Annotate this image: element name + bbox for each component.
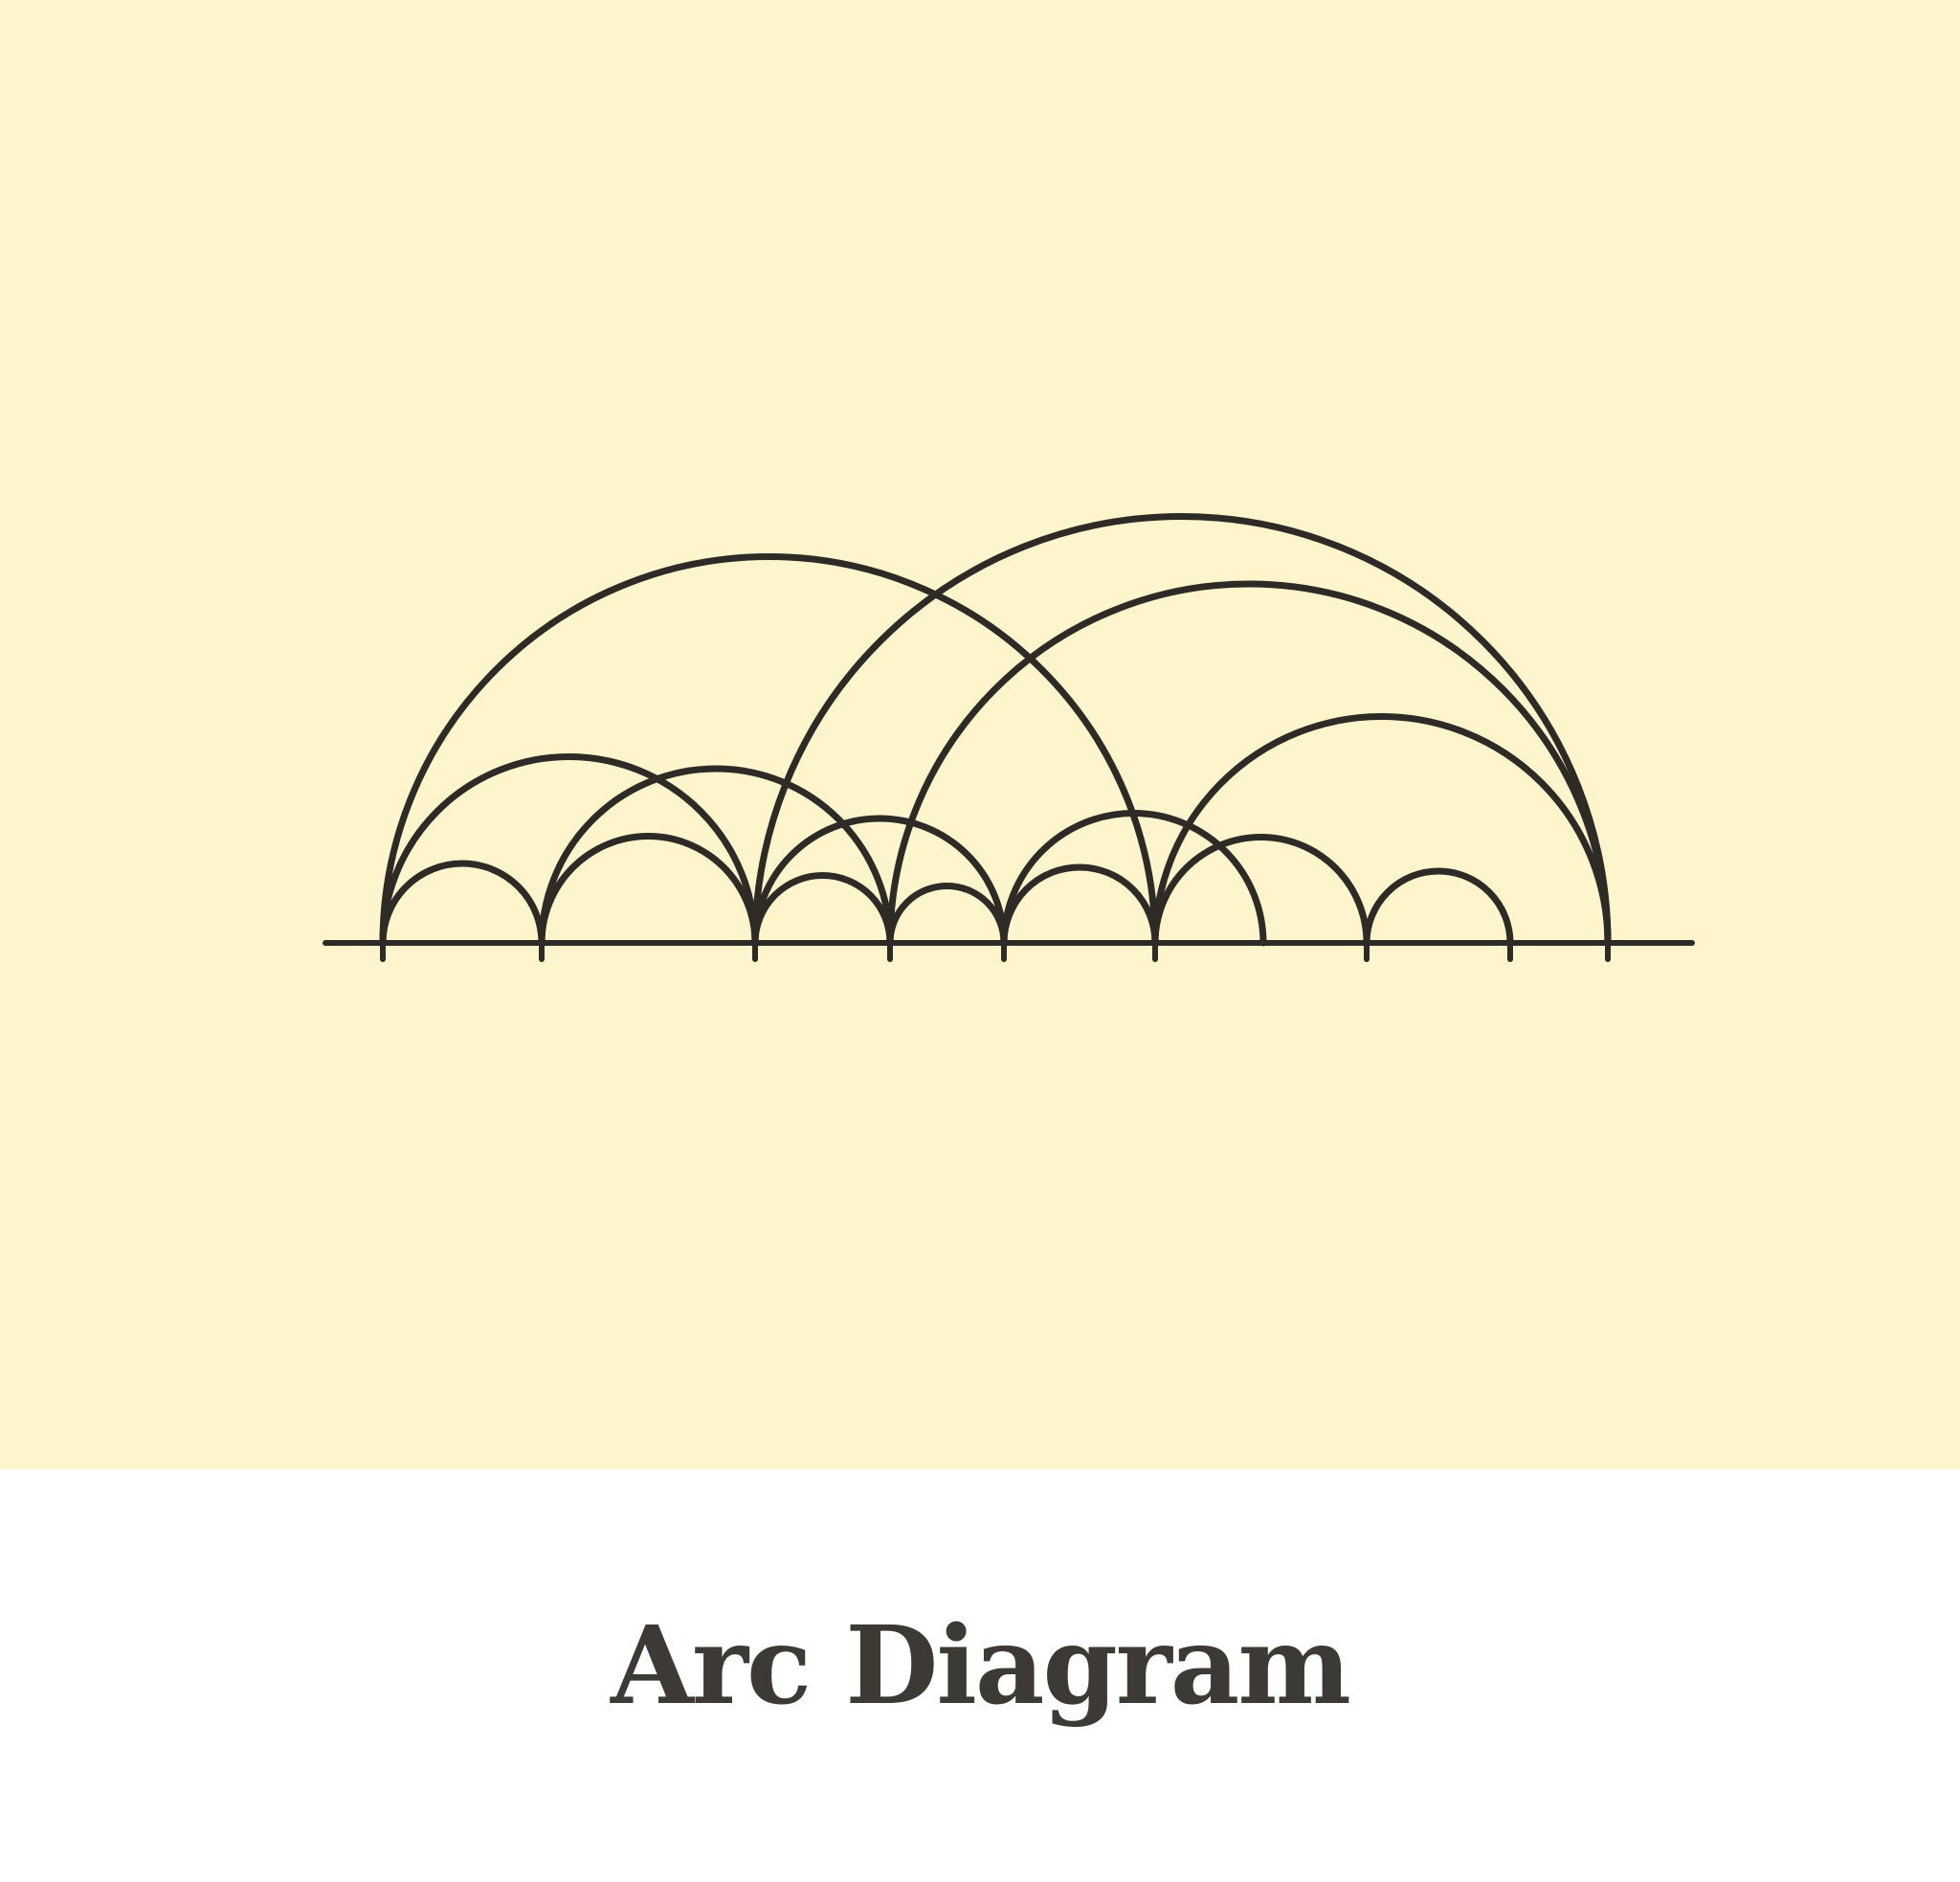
arc-2-3 bbox=[538, 833, 759, 947]
arc-3-5 bbox=[751, 815, 1008, 947]
arc-layer bbox=[379, 513, 1612, 947]
arc-5-7 bbox=[1000, 810, 1267, 947]
caption-panel: Arc Diagram bbox=[0, 1469, 1960, 1882]
arc-3-10 bbox=[751, 513, 1612, 947]
arc-3-4 bbox=[751, 872, 894, 947]
arc-5-6 bbox=[1000, 863, 1159, 947]
arc-4-10 bbox=[886, 580, 1612, 947]
arc-8-9 bbox=[1363, 867, 1514, 947]
illustration-panel bbox=[0, 0, 1960, 1469]
arc-6-8 bbox=[1151, 834, 1370, 947]
arc-2-4 bbox=[538, 765, 894, 947]
arc-1-2 bbox=[379, 860, 546, 947]
arc-1-6 bbox=[379, 553, 1159, 947]
diagram-title: Arc Diagram bbox=[611, 1603, 1351, 1729]
arc-4-5 bbox=[886, 883, 1008, 947]
arc-1-3 bbox=[379, 753, 759, 947]
arc-diagram bbox=[323, 513, 1695, 962]
arc-6-10 bbox=[1151, 713, 1612, 947]
node-layer bbox=[380, 934, 1611, 962]
